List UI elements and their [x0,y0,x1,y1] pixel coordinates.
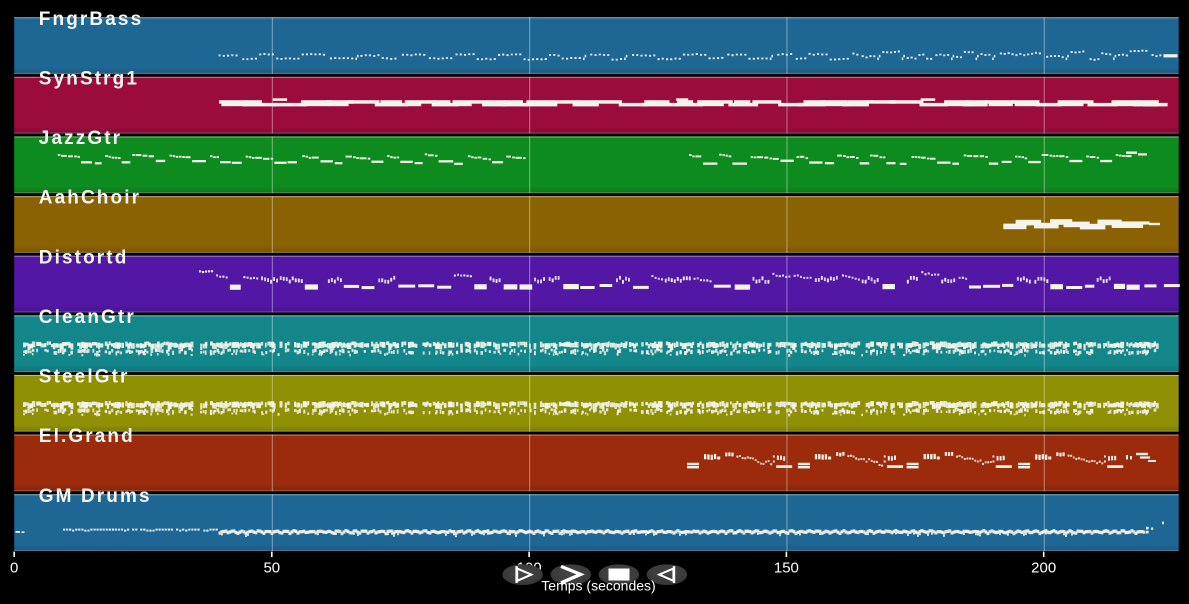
svg-text:CleanGtr: CleanGtr [39,307,136,328]
svg-text:Distortd: Distortd [39,247,129,268]
svg-text:JazzGtr: JazzGtr [39,128,122,149]
svg-text:GM Drums: GM Drums [39,486,152,507]
svg-text:SteelGtr: SteelGtr [39,367,130,388]
svg-text:200: 200 [1031,559,1056,576]
svg-text:0: 0 [10,559,18,576]
svg-text:150: 150 [774,559,799,576]
svg-text:SynStrg1: SynStrg1 [39,68,139,89]
svg-text:AahChoir: AahChoir [39,188,141,209]
svg-text:Temps (secondes): Temps (secondes) [541,577,655,593]
svg-text:50: 50 [263,559,280,576]
svg-text:FngrBass: FngrBass [39,9,143,30]
svg-text:El.Grand: El.Grand [39,426,135,447]
